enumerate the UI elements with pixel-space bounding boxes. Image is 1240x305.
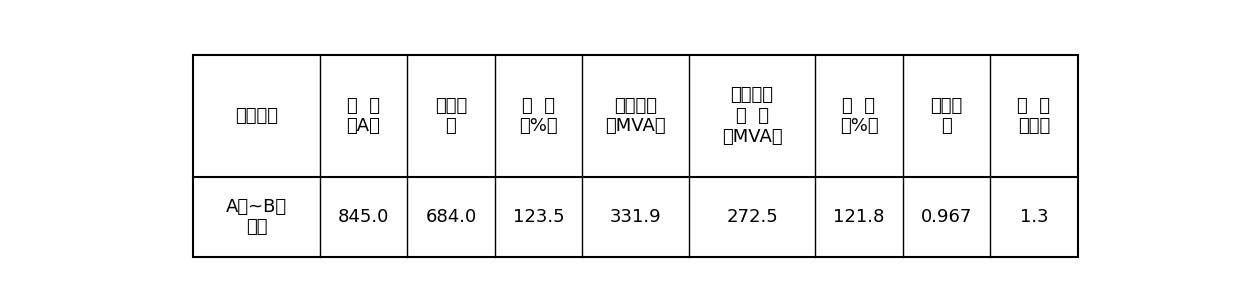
Text: 1.3: 1.3 [1019, 208, 1048, 226]
Text: 272.5: 272.5 [727, 208, 777, 226]
Text: 比  例
（%）: 比 例 （%） [839, 97, 878, 135]
Text: 比  例
（%）: 比 例 （%） [520, 97, 558, 135]
Text: A站~B站
线路: A站~B站 线路 [226, 198, 288, 236]
Text: 电  流
（A）: 电 流 （A） [346, 97, 381, 135]
Text: 845.0: 845.0 [337, 208, 389, 226]
Text: 功率因
数: 功率因 数 [930, 97, 962, 135]
Text: 额定视在
功  率
（MVA）: 额定视在 功 率 （MVA） [722, 86, 782, 146]
Text: 331.9: 331.9 [610, 208, 661, 226]
Text: 额定电
流: 额定电 流 [435, 97, 467, 135]
Text: 684.0: 684.0 [425, 208, 476, 226]
Text: 0.967: 0.967 [921, 208, 972, 226]
Text: 视在功率
（MVA）: 视在功率 （MVA） [605, 97, 666, 135]
Text: 123.5: 123.5 [512, 208, 564, 226]
Text: 角  度
（度）: 角 度 （度） [1017, 97, 1050, 135]
Bar [193, 56, 1078, 257]
Text: 过载线路: 过载线路 [236, 107, 278, 125]
Text: 121.8: 121.8 [833, 208, 884, 226]
